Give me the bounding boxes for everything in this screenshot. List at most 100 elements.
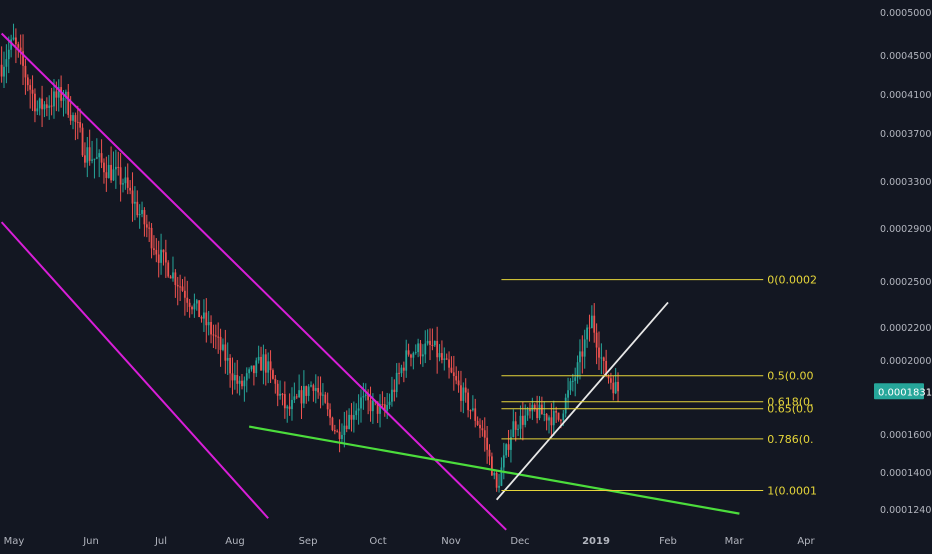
candle-body (53, 91, 55, 107)
candle-body (15, 37, 17, 45)
x-tick-label: Sep (299, 536, 318, 547)
candle-body (445, 358, 448, 360)
candle-body (405, 350, 408, 371)
candle-body (281, 393, 284, 395)
candle-body (198, 300, 201, 318)
candle-body (590, 315, 593, 329)
candle-body (86, 147, 89, 163)
candle-body (210, 322, 212, 335)
y-tick-label: 0.0002500 (880, 277, 931, 288)
candle-body (362, 396, 365, 398)
fibonacci-retracement[interactable]: 0(0.0002 0.5(0.00 0.618(0.0.65(0.0 0.786(0.… (501, 274, 817, 498)
candle-body (357, 408, 360, 411)
candle-body (460, 385, 462, 401)
candle-body (441, 353, 443, 360)
y-tick-label: 0.0002200 (880, 323, 931, 334)
candle-body (455, 376, 458, 381)
candle-body (586, 327, 588, 340)
candle-body (143, 210, 146, 225)
candle-body (43, 104, 46, 110)
candle-body (126, 177, 129, 188)
ascending-trendline[interactable] (495, 301, 669, 501)
candle-body (205, 312, 208, 326)
candle-body (193, 303, 196, 310)
candle-body (567, 390, 569, 398)
candle-body (10, 39, 13, 50)
candle-body (593, 315, 596, 333)
candle-body (424, 343, 427, 355)
x-tick-label: Mar (725, 536, 745, 547)
candle-body (162, 249, 165, 253)
candle-body (262, 354, 265, 371)
candle-body (103, 162, 105, 173)
channel-lower-line[interactable] (0, 221, 269, 519)
candle-body (64, 91, 67, 98)
candle-body (107, 164, 110, 178)
channel-upper-line[interactable] (0, 32, 507, 531)
candle-body (195, 300, 198, 304)
candle-body (50, 105, 53, 107)
candle-body (93, 158, 96, 160)
candle-body (388, 401, 391, 406)
candle-body (122, 183, 124, 185)
candle-body (438, 353, 441, 358)
candle-body (164, 252, 167, 263)
candle-body (367, 394, 370, 401)
candle-body (141, 210, 143, 214)
candle-body (317, 387, 320, 393)
candle-body (333, 430, 336, 432)
candle-body (160, 249, 162, 263)
candles-layer (0, 23, 619, 493)
y-tick-label: 0.0003300 (880, 177, 931, 188)
candle-body (153, 248, 155, 250)
last-price-label: 0.0001831 (878, 387, 932, 398)
candle-body (579, 351, 581, 363)
candle-body (305, 386, 308, 396)
x-tick-label: Dec (510, 536, 529, 547)
candle-body (476, 420, 479, 425)
candle-body (426, 340, 429, 344)
candle-body (562, 413, 565, 421)
candle-body (45, 104, 48, 108)
candle-body (557, 412, 560, 420)
candle-body (81, 127, 84, 156)
candle-body (34, 93, 36, 112)
candle-body (217, 336, 220, 338)
candle-body (581, 351, 584, 357)
candle-body (393, 389, 396, 393)
candle-body (431, 344, 434, 346)
candle-body (79, 122, 82, 128)
x-axis: May Jun Jul Aug Sep Oct Nov Dec 2019 Feb Mar Apr (4, 536, 816, 547)
candle-body (564, 397, 567, 414)
candle-body (229, 357, 231, 374)
candle-body (212, 334, 215, 336)
candle-body (486, 437, 489, 450)
candle-body (457, 380, 460, 386)
candle-body (203, 312, 205, 319)
candle-body (172, 272, 174, 279)
candle-body (412, 353, 415, 358)
candle-body (100, 153, 103, 163)
candle-body (245, 373, 248, 381)
candle-body (583, 339, 586, 357)
candle-body (119, 167, 122, 185)
candle-body (253, 365, 255, 374)
candle-body (248, 369, 251, 374)
candle-body (186, 297, 189, 303)
x-tick-label: Jun (82, 536, 99, 547)
support-line[interactable] (248, 425, 740, 515)
candle-body (176, 284, 179, 287)
candle-body (200, 317, 203, 319)
y-tick-label: 0.0004500 (880, 51, 931, 62)
candle-body (498, 485, 500, 488)
x-tick-label: 2019 (582, 536, 610, 547)
candle-body (136, 201, 139, 216)
candle-body (510, 437, 512, 450)
candle-body (150, 227, 153, 249)
candle-body (395, 372, 398, 393)
candle-body (343, 425, 346, 435)
candle-body (474, 408, 477, 421)
candle-body (298, 390, 301, 398)
